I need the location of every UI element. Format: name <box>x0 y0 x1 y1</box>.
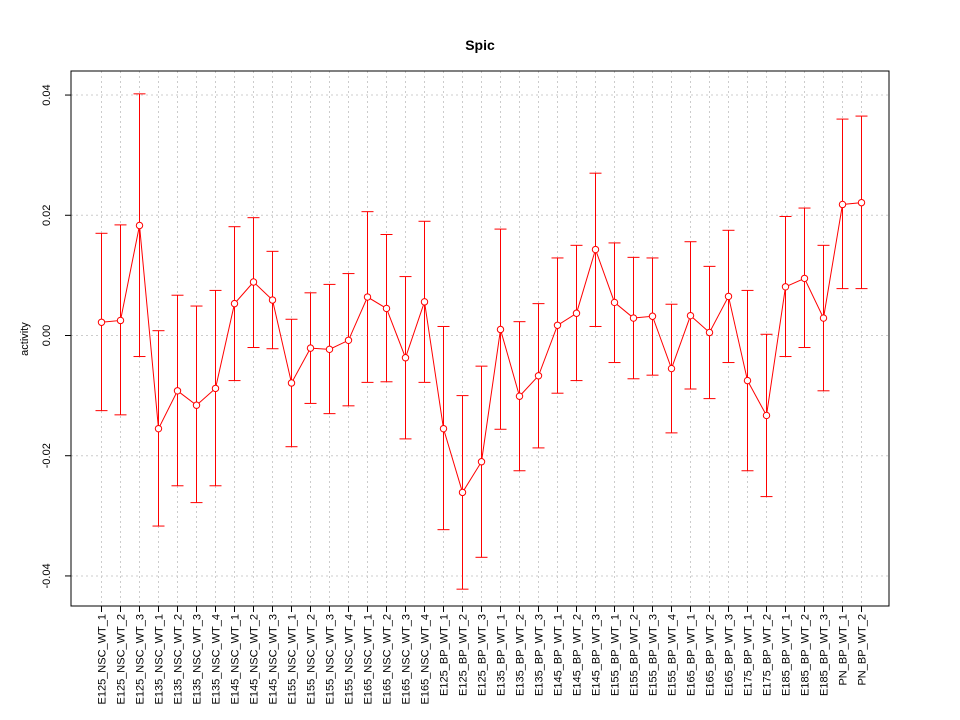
x-tick-label: E135_BP_WT_1 <box>496 614 508 696</box>
x-tick-label: E165_NSC_WT_1 <box>363 614 375 705</box>
x-tick-label: E155_BP_WT_3 <box>648 614 660 696</box>
x-tick-label: E155_BP_WT_2 <box>629 614 641 696</box>
plot-frame <box>70 70 890 607</box>
x-tick-label: E145_NSC_WT_1 <box>230 614 242 705</box>
data-point <box>800 274 809 283</box>
data-point <box>287 379 296 387</box>
data-point <box>553 321 562 329</box>
x-tick-label: E125_NSC_WT_2 <box>116 614 128 705</box>
x-tick-label: E125_BP_WT_1 <box>439 614 451 696</box>
data-point <box>135 221 144 230</box>
data-point <box>173 387 182 395</box>
x-tick-label: E135_NSC_WT_4 <box>211 614 223 705</box>
data-point <box>572 309 581 317</box>
data-point <box>439 424 448 433</box>
x-tick-label: E165_BP_WT_3 <box>724 614 736 696</box>
data-point <box>382 304 391 313</box>
x-tick-label: E125_BP_WT_2 <box>458 614 470 696</box>
x-tick-label: E165_BP_WT_1 <box>686 614 698 696</box>
data-point <box>686 311 695 320</box>
x-tick-label: E145_BP_WT_1 <box>553 614 565 696</box>
x-tick-label: E135_NSC_WT_2 <box>173 614 185 705</box>
x-tick-label: E185_BP_WT_1 <box>781 614 793 696</box>
x-tick-label: E155_NSC_WT_3 <box>325 614 337 705</box>
x-tick-label: E125_NSC_WT_3 <box>135 614 147 705</box>
x-tick-label: E175_BP_WT_2 <box>762 614 774 696</box>
grid <box>71 71 889 606</box>
data-point <box>610 298 619 307</box>
y-tick-label: 0.02 <box>41 205 53 226</box>
y-tick-label: -0.04 <box>41 563 53 588</box>
data-point <box>268 296 277 304</box>
data-point <box>629 314 638 322</box>
data-point <box>743 376 752 385</box>
chart-title: Spic <box>465 37 495 53</box>
x-tick-label: E125_BP_WT_3 <box>477 614 489 696</box>
x-tick-label: PN_BP_WT_1 <box>838 614 850 686</box>
data-point <box>591 245 600 254</box>
x-tick-label: E135_NSC_WT_1 <box>154 614 166 705</box>
data-point <box>211 384 220 393</box>
axes: -0.04 -0.02 0.00 0.02 0.04 E125_NSC_WT_1 E125_… <box>41 84 869 704</box>
x-tick-label: E145_BP_WT_2 <box>572 614 584 696</box>
x-tick-label: E165_BP_WT_2 <box>705 614 717 696</box>
x-tick-label: E165_NSC_WT_3 <box>401 614 413 705</box>
data-point <box>420 298 429 306</box>
y-tick-label: 0.00 <box>41 325 53 346</box>
data-point <box>667 364 676 373</box>
x-tick-label: E155_NSC_WT_2 <box>306 614 318 705</box>
x-tick-label: E145_NSC_WT_3 <box>268 614 280 705</box>
data-point <box>363 293 372 301</box>
data-point <box>192 401 201 409</box>
x-tick-label: E165_NSC_WT_4 <box>420 614 432 705</box>
x-tick-label: PN_BP_WT_2 <box>857 614 869 686</box>
data-point <box>705 328 714 337</box>
series <box>95 93 868 590</box>
data-point <box>249 278 258 286</box>
x-tick-label: E155_NSC_WT_4 <box>344 614 356 705</box>
data-point <box>154 424 163 433</box>
data-point <box>819 314 828 322</box>
data-point <box>458 488 467 497</box>
x-tick-label: E175_BP_WT_1 <box>743 614 755 696</box>
x-tick-label: E185_BP_WT_2 <box>800 614 812 696</box>
x-tick-label: E145_NSC_WT_2 <box>249 614 261 705</box>
data-point <box>724 292 733 301</box>
x-tick-label: E135_BP_WT_2 <box>515 614 527 696</box>
data-point <box>116 316 125 325</box>
x-tick-label: E135_NSC_WT_3 <box>192 614 204 705</box>
data-point <box>781 283 790 291</box>
x-tick-label: E135_BP_WT_3 <box>534 614 546 696</box>
x-tick-label: E155_BP_WT_4 <box>667 614 679 696</box>
data-point <box>648 312 657 320</box>
data-point <box>325 345 334 354</box>
y-axis-label: activity <box>19 322 31 356</box>
x-tick-label: E185_BP_WT_3 <box>819 614 831 696</box>
x-tick-label: E165_NSC_WT_2 <box>382 614 394 705</box>
y-tick-label: 0.04 <box>41 84 53 105</box>
data-point <box>534 372 543 380</box>
data-point <box>306 344 315 352</box>
data-point <box>344 336 353 345</box>
data-point <box>230 299 239 308</box>
data-point <box>762 411 771 420</box>
x-tick-label: E155_NSC_WT_1 <box>287 614 299 705</box>
y-tick-label: -0.02 <box>41 443 53 468</box>
data-point <box>401 354 410 362</box>
data-point <box>477 458 486 466</box>
x-tick-label: E145_BP_WT_3 <box>591 614 603 696</box>
data-point <box>97 318 106 326</box>
x-tick-label: E125_NSC_WT_1 <box>97 614 109 705</box>
data-point <box>496 325 505 334</box>
x-tick-label: E155_BP_WT_1 <box>610 614 622 696</box>
data-point <box>838 200 847 209</box>
data-point <box>515 392 524 400</box>
data-point <box>857 198 866 207</box>
